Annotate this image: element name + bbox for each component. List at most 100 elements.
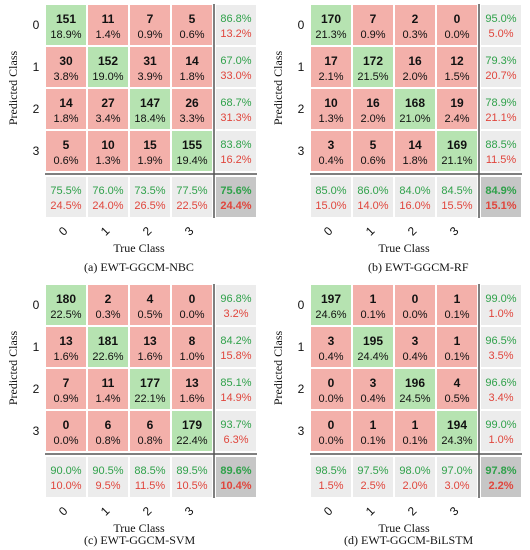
- row-summary-cell: [214, 3, 258, 47]
- row-error: 1.0%: [488, 308, 513, 320]
- cell-count: 195: [363, 334, 383, 348]
- col-error: 14.0%: [357, 200, 388, 212]
- row-error: 6.3%: [223, 434, 248, 446]
- cell-count: 4: [454, 376, 461, 390]
- row-precision: 84.2%: [220, 335, 251, 347]
- col-recall: 97.0%: [441, 465, 472, 477]
- cell-percent: 21.0%: [399, 113, 430, 125]
- cell-percent: 0.1%: [402, 435, 427, 447]
- row-precision: 96.6%: [485, 377, 516, 389]
- cell-percent: 1.5%: [444, 71, 469, 83]
- matrix-cell: [435, 325, 479, 369]
- cell-percent: 22.6%: [92, 351, 123, 363]
- matrix-cell: [393, 129, 437, 173]
- row-error: 31.3%: [220, 112, 251, 124]
- matrix-cell: [393, 325, 437, 369]
- cell-percent: 0.4%: [318, 351, 343, 363]
- cell-count: 155: [182, 138, 202, 152]
- cell-count: 0: [328, 418, 335, 432]
- overall-error: 10.4%: [220, 480, 251, 492]
- col-tick-label: 1: [98, 504, 113, 519]
- confusion-matrix-nbc: 15118.9%111.4%70.9%50.6%303.8%15219.0%31…: [6, 3, 258, 255]
- col-tick-label: 1: [98, 224, 113, 239]
- matrix-cell: [435, 45, 479, 89]
- cell-percent: 0.5%: [137, 309, 162, 321]
- cell-percent: 2.1%: [318, 71, 343, 83]
- row-error: 11.5%: [486, 154, 517, 166]
- cell-count: 197: [321, 292, 341, 306]
- matrix-cell: [435, 409, 479, 453]
- row-error: 16.2%: [220, 154, 251, 166]
- cell-percent: 1.6%: [53, 351, 78, 363]
- cell-percent: 0.0%: [318, 393, 343, 405]
- y-axis-title: Predicted Class: [6, 51, 20, 126]
- col-summary-cell: [44, 175, 88, 219]
- matrix-cell: [170, 45, 214, 89]
- x-axis-title: True Class: [113, 241, 165, 255]
- cell-percent: 0.0%: [53, 435, 78, 447]
- cell-count: 5: [370, 138, 377, 152]
- cell-count: 2: [412, 12, 419, 26]
- col-tick-label: 0: [56, 504, 71, 519]
- cell-percent: 3.4%: [95, 113, 120, 125]
- cell-percent: 1.4%: [95, 393, 120, 405]
- cell-percent: 1.4%: [95, 29, 120, 41]
- col-error: 3.0%: [444, 480, 469, 492]
- cell-count: 0: [189, 292, 196, 306]
- cell-percent: 22.4%: [176, 435, 207, 447]
- col-error: 24.5%: [50, 200, 81, 212]
- cell-percent: 0.6%: [53, 155, 78, 167]
- col-recall: 90.0%: [50, 465, 81, 477]
- col-tick-label: 2: [140, 504, 155, 519]
- col-summary-cell: [44, 455, 88, 499]
- cell-count: 8: [189, 334, 196, 348]
- cell-percent: 0.8%: [137, 435, 162, 447]
- cell-count: 172: [363, 54, 383, 68]
- cell-percent: 2.4%: [444, 113, 469, 125]
- cell-percent: 0.8%: [95, 435, 120, 447]
- row-precision: 95.0%: [485, 13, 516, 25]
- cell-percent: 0.3%: [402, 29, 427, 41]
- cell-percent: 1.9%: [137, 155, 162, 167]
- col-tick-label: 1: [363, 224, 378, 239]
- row-summary-cell: [214, 283, 258, 327]
- matrix-cell: [351, 87, 395, 131]
- confusion-matrix-svm: 18022.5%20.3%40.5%00.0%131.6%18122.6%131…: [6, 283, 258, 535]
- matrix-cell: [86, 367, 130, 411]
- cell-count: 17: [324, 54, 338, 68]
- col-recall: 76.0%: [92, 185, 123, 197]
- cell-count: 13: [185, 376, 199, 390]
- cell-percent: 0.0%: [318, 435, 343, 447]
- col-error: 2.5%: [360, 480, 385, 492]
- cell-count: 10: [101, 138, 115, 152]
- cell-count: 152: [98, 54, 118, 68]
- cell-percent: 24.3%: [441, 435, 472, 447]
- cell-percent: 0.4%: [360, 393, 385, 405]
- cell-percent: 1.8%: [402, 155, 427, 167]
- cell-count: 169: [447, 138, 467, 152]
- row-tick-label: 2: [298, 382, 305, 396]
- cell-count: 14: [59, 96, 73, 110]
- col-recall: 75.5%: [50, 185, 81, 197]
- cell-percent: 3.9%: [137, 71, 162, 83]
- matrix-cell: [309, 3, 353, 47]
- row-precision: 78.9%: [485, 97, 516, 109]
- cell-count: 7: [370, 12, 377, 26]
- cell-count: 30: [59, 54, 73, 68]
- cell-count: 27: [101, 96, 115, 110]
- col-recall: 77.5%: [176, 185, 207, 197]
- matrix-cell: [86, 87, 130, 131]
- cell-count: 179: [182, 418, 202, 432]
- cell-count: 26: [185, 96, 199, 110]
- matrix-cell: [309, 409, 353, 453]
- cell-count: 1: [454, 334, 461, 348]
- cell-count: 7: [147, 12, 154, 26]
- col-recall: 84.5%: [441, 185, 472, 197]
- col-tick-label: 0: [321, 224, 336, 239]
- matrix-cell: [170, 367, 214, 411]
- matrix-cell: [170, 87, 214, 131]
- cell-percent: 1.6%: [179, 393, 204, 405]
- matrix-cell: [435, 367, 479, 411]
- cell-count: 31: [143, 54, 157, 68]
- cell-percent: 3.3%: [179, 113, 204, 125]
